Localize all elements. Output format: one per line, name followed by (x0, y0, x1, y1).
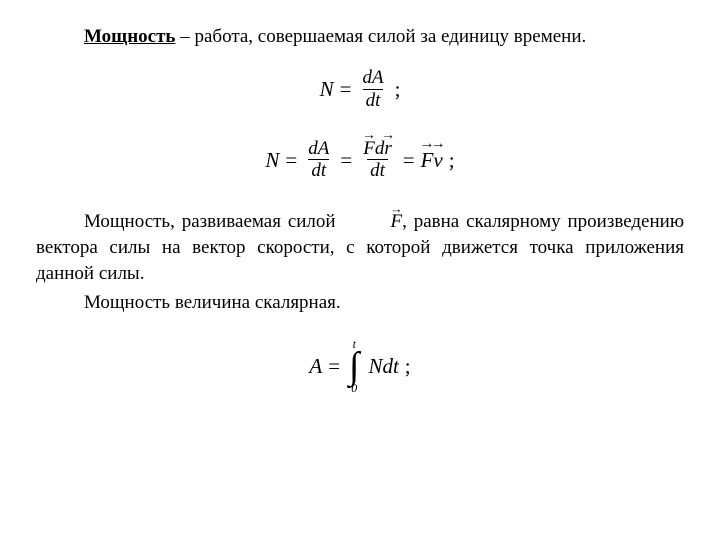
term-power: Мощность (84, 26, 175, 47)
eq1-num: dA (359, 68, 386, 89)
para2-lead: Мощность, развиваемая силой (84, 211, 342, 232)
equation-1: N = dA dt ; (36, 68, 684, 111)
eq2-frac2: Fdr dt (360, 139, 395, 182)
equation-2: N = dA dt = Fdr dt = Fv ; (36, 139, 684, 182)
para2-F: F (342, 209, 402, 235)
eq3-lower: 0 (351, 382, 357, 394)
eq2-num1: dA (305, 139, 332, 160)
eq2-equals-3: = (403, 146, 415, 174)
eq1-tail: ; (395, 75, 401, 103)
eq2-v-vec: v (433, 146, 442, 174)
explanation-paragraph-2: Мощность величина скалярная. (36, 290, 684, 316)
eq2-frac1: dA dt (305, 139, 332, 182)
explanation-paragraph-1: Мощность, развиваемая силой F, равна ска… (36, 209, 684, 286)
eq2-F-vec: F (363, 139, 375, 159)
eq1-lhs: N (320, 75, 334, 103)
eq1-fraction: dA dt (359, 68, 386, 111)
eq3-integrand: Ndt (368, 352, 398, 380)
eq1-den: dt (363, 89, 384, 111)
equation-3: A = t ∫ 0 Ndt ; (36, 338, 684, 394)
eq2-den2: dt (367, 159, 388, 181)
integral-icon: ∫ (349, 350, 359, 382)
definition-paragraph: Мощность – работа, совершаемая силой за … (36, 24, 684, 50)
eq2-equals-2: = (340, 146, 352, 174)
eq3-integral: t ∫ 0 (349, 338, 359, 394)
eq3-tail: ; (405, 352, 411, 380)
eq2-num2: Fdr (360, 139, 395, 160)
eq2-tail: ; (449, 146, 455, 174)
definition-text: – работа, совершаемая силой за единицу в… (175, 26, 586, 47)
eq1-equals: = (340, 75, 352, 103)
eq3-lhs: A (309, 352, 322, 380)
eq2-den1: dt (308, 159, 329, 181)
eq2-Fv: Fv (421, 146, 443, 174)
eq2-equals-1: = (285, 146, 297, 174)
eq2-lhs: N (265, 146, 279, 174)
eq3-equals: = (328, 352, 340, 380)
eq2-r-vec: r (384, 139, 391, 159)
